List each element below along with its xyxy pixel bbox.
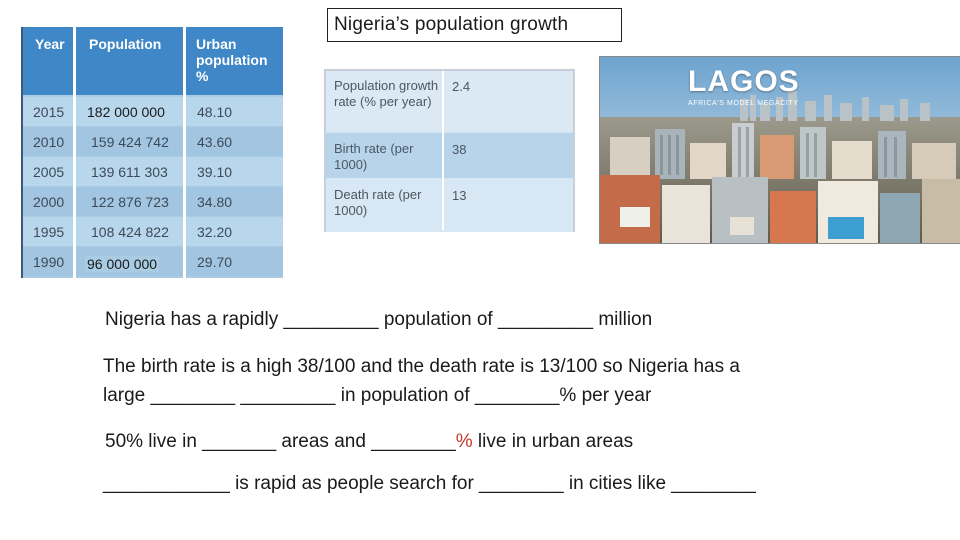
cell-urban: 34.80 (197, 194, 233, 210)
lagos-heading: LAGOS (688, 65, 800, 98)
cell-population: 122 876 723 (91, 194, 169, 210)
rates-table: Population growth rate (% per year) 2.4 … (324, 69, 575, 232)
table-row: 2005 139 611 303 39.10 (23, 157, 283, 186)
rate-value: 38 (452, 142, 467, 157)
worksheet-line-3-start: 50% live in _______ areas and ________ (105, 431, 456, 452)
table-row: 1990 96 000 000 29.70 (23, 247, 283, 276)
column-divider (183, 27, 186, 278)
cell-urban: 32.20 (197, 224, 233, 240)
worksheet-line-3: 50% live in _______ areas and ________% … (105, 431, 633, 453)
lagos-subheading: AFRICA'S MODEL MEGACITY (688, 100, 799, 107)
population-table: Year Population Urban population % 2015 … (21, 27, 283, 278)
column-divider (73, 27, 76, 278)
table-row: Death rate (per 1000) 13 (326, 180, 573, 232)
table-row: 2010 159 424 742 43.60 (23, 127, 283, 156)
header-year: Year (35, 36, 65, 52)
lagos-skyline-illustration (600, 57, 960, 243)
rate-value: 2.4 (452, 79, 471, 94)
cell-urban: 29.70 (197, 254, 233, 270)
cell-urban: 39.10 (197, 164, 233, 180)
lagos-city-image: LAGOS AFRICA'S MODEL MEGACITY (599, 56, 960, 244)
population-table-header: Year Population Urban population % (23, 27, 283, 95)
table-row: Population growth rate (% per year) 2.4 (326, 71, 573, 131)
worksheet-line-1: Nigeria has a rapidly _________ populati… (105, 309, 653, 330)
cell-year: 2015 (33, 104, 65, 120)
cell-year: 2005 (33, 164, 65, 180)
cell-population: 96 000 000 (85, 256, 160, 272)
cell-population: 159 424 742 (91, 134, 169, 150)
worksheet-line-2a: The birth rate is a high 38/100 and the … (103, 356, 740, 377)
worksheet-line-4: ____________ is rapid as people search f… (103, 473, 756, 494)
cell-population: 108 424 822 (91, 224, 169, 240)
cell-population: 139 611 303 (91, 164, 168, 180)
header-urban-population: Urban population % (196, 36, 268, 84)
cell-urban: 43.60 (197, 134, 233, 150)
cell-urban: 48.10 (197, 104, 233, 120)
table-row: 2000 122 876 723 34.80 (23, 187, 283, 216)
cell-year: 1990 (33, 254, 65, 270)
rate-label: Birth rate (per 1000) (334, 141, 414, 172)
cell-year: 1995 (33, 224, 65, 240)
rate-label: Death rate (per 1000) (334, 187, 422, 218)
column-divider (442, 71, 444, 230)
header-population: Population (89, 36, 162, 52)
rate-value: 13 (452, 188, 467, 203)
table-row: 1995 108 424 822 32.20 (23, 217, 283, 246)
cell-population: 182 000 000 (85, 104, 167, 120)
page-title: Nigeria’s population growth (327, 8, 622, 42)
cell-year: 2000 (33, 194, 65, 210)
table-row: 2015 182 000 000 48.10 (23, 97, 283, 126)
worksheet-line-3-end: live in urban areas (472, 431, 634, 452)
rate-label: Population growth rate (% per year) (334, 78, 439, 109)
cell-year: 2010 (33, 134, 65, 150)
worksheet-line-2b: large ________ _________ in population o… (103, 385, 652, 406)
table-row: Birth rate (per 1000) 38 (326, 133, 573, 178)
percent-sign: % (455, 431, 473, 452)
